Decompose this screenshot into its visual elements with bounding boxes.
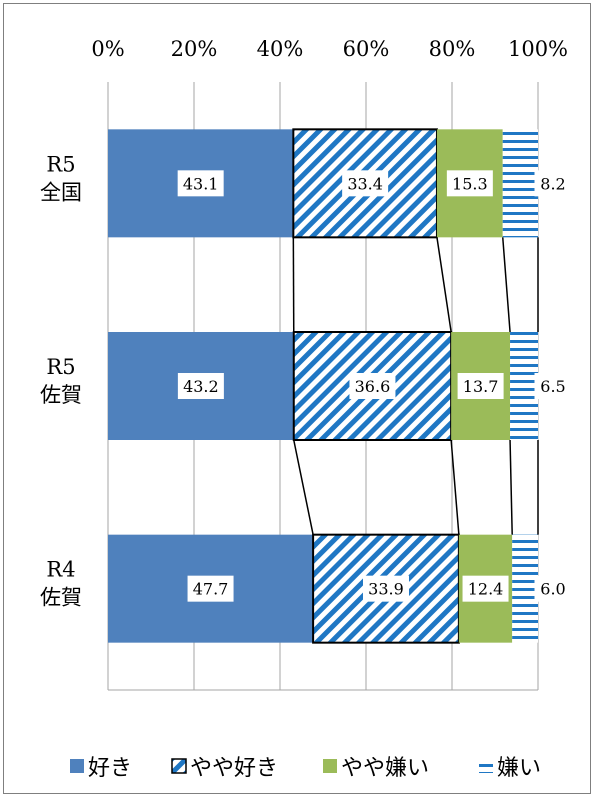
bar-segment [510,332,538,440]
category-label: R5 [46,355,75,379]
data-label: 6.5 [540,377,565,396]
stacked-bar-chart: 43.1 33.4 15.3 8.2 43.2 36.6 13.7 6.5 47.7 33.9 12… [4,4,596,803]
series-connector-line [503,237,510,332]
legend-swatch [479,759,493,773]
legend-swatch [172,759,186,773]
category-label: R4 [46,558,75,582]
category-label: 全国 [40,180,82,204]
data-label: 15.3 [452,174,488,193]
legend-label: やや好き [190,756,278,781]
legend-label: 嫌い [497,756,541,781]
data-label: 12.4 [468,580,504,599]
x-tick-label: 40% [257,37,304,61]
x-tick-label: 20% [171,37,218,61]
category-label: 佐賀 [40,586,82,610]
data-label: 36.6 [355,377,391,396]
legend-swatch [323,759,337,773]
data-label: 43.2 [183,377,219,396]
x-tick-label: 0% [91,37,124,61]
legend-label: やや嫌い [341,756,429,781]
legend-label: 好き [88,756,132,781]
data-label: 43.1 [183,174,219,193]
data-label: 13.7 [463,377,499,396]
series-connector-line [437,237,451,332]
data-label: 33.4 [347,174,383,193]
data-label: 8.2 [540,174,565,193]
data-label: 47.7 [193,580,229,599]
series-connector-line [510,440,512,535]
x-tick-label: 100% [508,37,568,61]
category-label: R5 [46,152,75,176]
chart-frame: 43.1 33.4 15.3 8.2 43.2 36.6 13.7 6.5 47.7 33.9 12… [3,3,591,794]
bar-segment [512,535,538,643]
series-connector-line [294,440,313,535]
data-label: 6.0 [540,580,565,599]
x-tick-label: 60% [343,37,390,61]
bar-segment [503,129,538,237]
x-tick-label: 80% [429,37,476,61]
data-label: 33.9 [368,580,404,599]
legend-swatch [70,759,84,773]
category-label: 佐賀 [40,383,82,407]
